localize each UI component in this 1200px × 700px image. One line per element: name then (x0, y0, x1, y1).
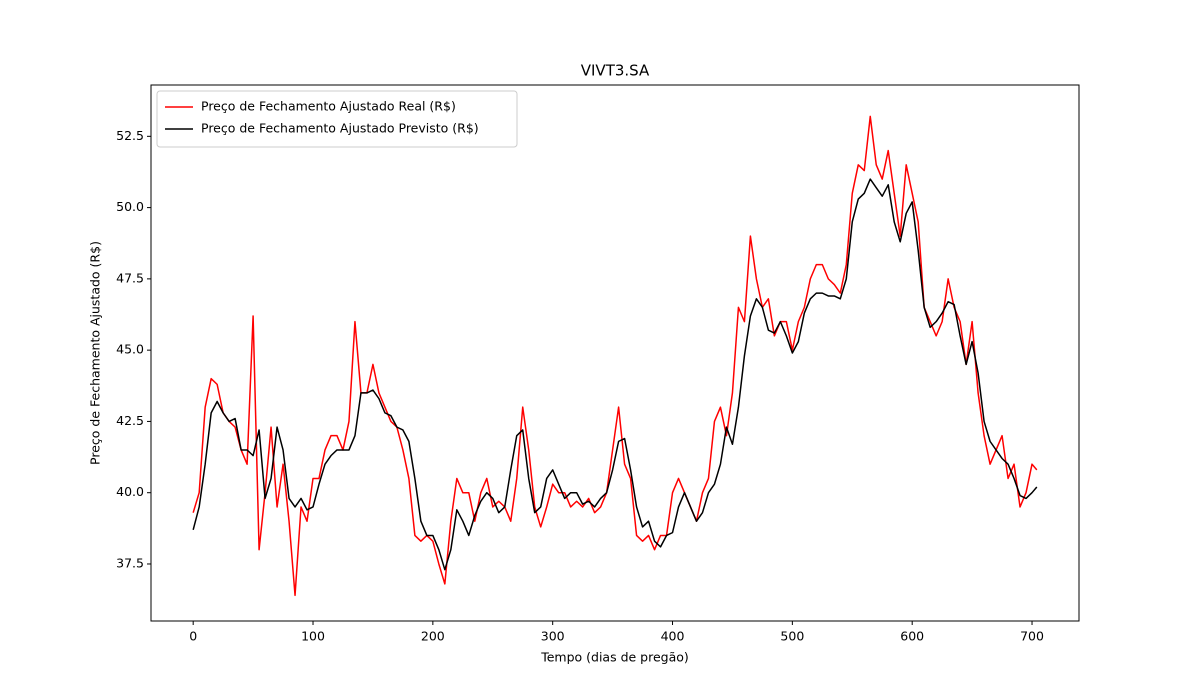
chart-title: VIVT3.SA (581, 62, 650, 80)
legend-label: Preço de Fechamento Ajustado Previsto (R… (201, 121, 479, 136)
x-tick-label: 400 (661, 629, 685, 644)
x-tick-label: 600 (900, 629, 924, 644)
x-tick-label: 500 (780, 629, 804, 644)
plot-frame (150, 84, 1080, 622)
legend-label: Preço de Fechamento Ajustado Real (R$) (201, 99, 456, 114)
series-line (192, 115, 1038, 597)
y-tick-label: 37.5 (116, 555, 144, 570)
x-tick-label: 200 (421, 629, 445, 644)
x-tick-label: 0 (189, 629, 197, 644)
y-tick-label: 47.5 (116, 270, 144, 285)
y-tick-label: 42.5 (116, 413, 144, 428)
y-tick-label: 45.0 (116, 342, 144, 357)
y-tick-label: 40.0 (116, 484, 144, 499)
series-line (192, 178, 1038, 571)
x-tick-label: 700 (1020, 629, 1044, 644)
legend-box (156, 90, 518, 148)
x-tick-label: 300 (541, 629, 565, 644)
y-tick-label: 50.0 (116, 199, 144, 214)
x-tick-label: 100 (301, 629, 325, 644)
y-axis-label: Preço de Fechamento Ajustado (R$) (88, 241, 103, 465)
y-tick-label: 52.5 (116, 128, 144, 143)
x-axis-label: Tempo (dias de pregão) (540, 650, 689, 665)
